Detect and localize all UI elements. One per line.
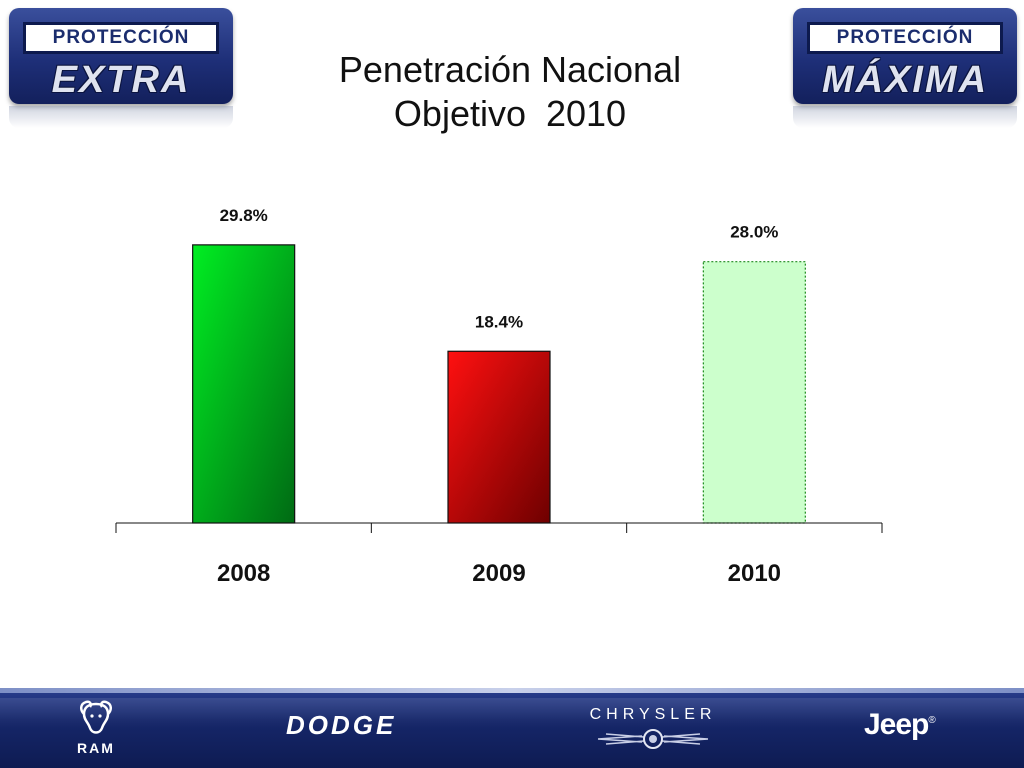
chart-bars — [192, 244, 806, 524]
chrysler-logo-text: CHRYSLER — [589, 706, 717, 723]
x-tick-label-2008: 2008 — [217, 560, 270, 587]
badge-left-bottom-text: EXTRA — [51, 58, 191, 101]
data-label-2008: 29.8% — [220, 206, 268, 225]
badge-left-reflection — [9, 106, 233, 128]
proteccion-extra-logo: PROTECCIÓN EXTRA — [9, 8, 233, 104]
ram-logo: RAM — [66, 698, 126, 758]
badge-left-top-text: PROTECCIÓN — [23, 22, 219, 54]
data-label-2010: 28.0% — [730, 223, 778, 242]
dodge-logo: DODGE — [286, 710, 397, 740]
x-tick-label-2010: 2010 — [728, 560, 781, 587]
bar-2008 — [192, 244, 296, 524]
proteccion-maxima-logo: PROTECCIÓN MÁXIMA — [793, 8, 1017, 104]
slide-title-line-2: Objetivo 2010 — [393, 93, 627, 134]
footer-swoosh — [0, 698, 1024, 728]
data-label-2009: 18.4% — [475, 312, 523, 331]
chart-tick-labels: 2008 2009 2010 — [217, 560, 781, 587]
badge-right-bottom-text: MÁXIMA — [821, 58, 989, 101]
x-tick-label-2009: 2009 — [472, 560, 525, 587]
badge-right-reflection — [793, 106, 1017, 128]
jeep-logo-text: Jeep — [864, 708, 929, 741]
badge-right-top-text: PROTECCIÓN — [807, 22, 1003, 54]
chrysler-wings-icon — [597, 729, 709, 749]
ram-logo-text: RAM — [77, 740, 115, 756]
chart-data-labels: 29.8% 18.4% 28.0% — [220, 206, 779, 331]
chrysler-logo: CHRYSLER — [578, 706, 728, 750]
bar-2009 — [447, 350, 551, 524]
brand-footer: RAM DODGE CHRYSLER Jeep® — [0, 688, 1024, 768]
slide-title-line-1: Penetración Nacional — [338, 49, 682, 90]
jeep-logo: Jeep® — [864, 708, 936, 742]
jeep-registered-mark: ® — [928, 715, 935, 726]
chart-x-axis — [115, 522, 883, 533]
bar-2010 — [702, 261, 806, 524]
slide-title: Penetración Nacional Objetivo 2010 — [260, 48, 760, 136]
ram-head-icon — [80, 700, 112, 734]
footer-top-stripe — [0, 688, 1024, 693]
